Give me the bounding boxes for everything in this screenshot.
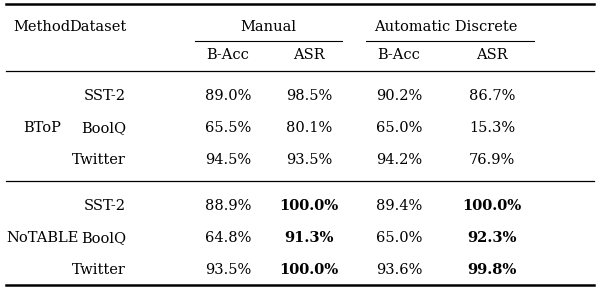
Text: 100.0%: 100.0% [280, 263, 338, 277]
Text: 65.0%: 65.0% [376, 231, 422, 245]
Text: B-Acc: B-Acc [206, 48, 250, 62]
Text: Dataset: Dataset [69, 20, 126, 34]
Text: 100.0%: 100.0% [280, 200, 338, 213]
Text: BoolQ: BoolQ [81, 121, 126, 135]
Text: 91.3%: 91.3% [284, 231, 334, 245]
Text: 92.3%: 92.3% [467, 231, 517, 245]
Text: 86.7%: 86.7% [469, 90, 515, 103]
Text: 65.5%: 65.5% [205, 121, 251, 135]
Text: 93.5%: 93.5% [286, 153, 332, 167]
Text: Method: Method [13, 20, 71, 34]
Text: BToP: BToP [23, 121, 61, 135]
Text: Twitter: Twitter [72, 263, 126, 277]
Text: SST-2: SST-2 [84, 90, 126, 103]
Text: ASR: ASR [293, 48, 325, 62]
Text: BoolQ: BoolQ [81, 231, 126, 245]
Text: 80.1%: 80.1% [286, 121, 332, 135]
Text: 98.5%: 98.5% [286, 90, 332, 103]
Text: 100.0%: 100.0% [463, 200, 521, 213]
Text: ASR: ASR [476, 48, 508, 62]
Text: 89.4%: 89.4% [376, 200, 422, 213]
Text: 15.3%: 15.3% [469, 121, 515, 135]
Text: 89.0%: 89.0% [205, 90, 251, 103]
Text: 93.6%: 93.6% [376, 263, 422, 277]
Text: B-Acc: B-Acc [377, 48, 421, 62]
Text: 90.2%: 90.2% [376, 90, 422, 103]
Text: 93.5%: 93.5% [205, 263, 251, 277]
Text: 76.9%: 76.9% [469, 153, 515, 167]
Text: Manual: Manual [241, 20, 296, 34]
Text: Twitter: Twitter [72, 153, 126, 167]
Text: Automatic Discrete: Automatic Discrete [374, 20, 517, 34]
Text: 94.5%: 94.5% [205, 153, 251, 167]
Text: 99.8%: 99.8% [467, 263, 517, 277]
Text: NᴏTABLE: NᴏTABLE [6, 231, 78, 245]
Text: 64.8%: 64.8% [205, 231, 251, 245]
Text: 65.0%: 65.0% [376, 121, 422, 135]
Text: 88.9%: 88.9% [205, 200, 251, 213]
Text: 94.2%: 94.2% [376, 153, 422, 167]
Text: SST-2: SST-2 [84, 200, 126, 213]
